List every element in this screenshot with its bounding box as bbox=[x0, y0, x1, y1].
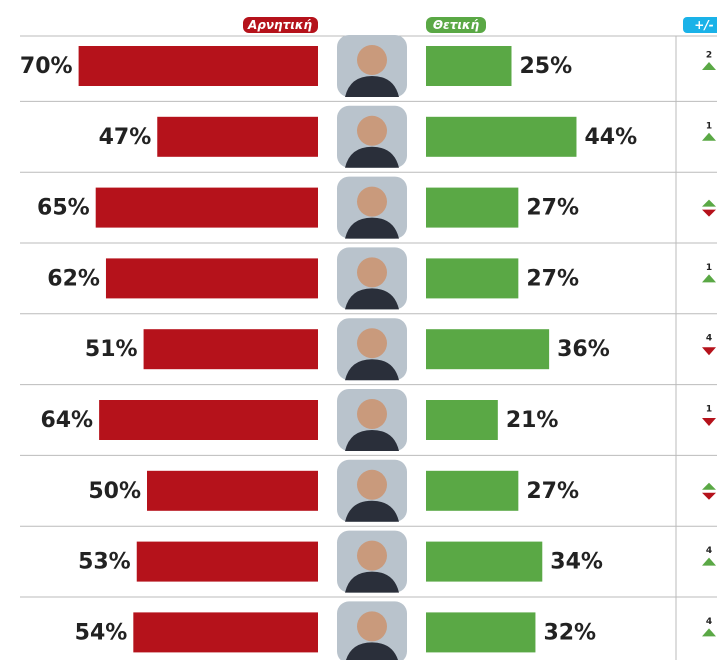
bar bbox=[95, 187, 318, 228]
bar bbox=[157, 116, 318, 157]
portrait-head bbox=[357, 257, 387, 288]
portrait bbox=[337, 105, 407, 168]
portrait bbox=[337, 176, 407, 239]
value-label: 27% bbox=[526, 196, 579, 221]
bar bbox=[426, 187, 519, 228]
change-arrow bbox=[702, 628, 716, 637]
bar bbox=[133, 612, 318, 653]
bar bbox=[426, 470, 519, 511]
value-label: 47% bbox=[99, 125, 152, 150]
bar bbox=[147, 470, 318, 511]
portrait bbox=[337, 389, 407, 451]
bar bbox=[426, 329, 550, 370]
value-label: 44% bbox=[584, 125, 637, 150]
bar bbox=[426, 46, 512, 86]
value-label: 64% bbox=[40, 408, 93, 433]
portrait-head bbox=[357, 115, 387, 146]
change-arrow bbox=[702, 418, 716, 426]
change-arrow bbox=[702, 492, 716, 500]
value-label: 53% bbox=[78, 550, 131, 575]
change-arrow bbox=[702, 209, 716, 217]
value-label: 65% bbox=[37, 196, 90, 221]
value-label: 27% bbox=[526, 266, 579, 291]
portrait-head bbox=[357, 45, 387, 75]
change-arrow bbox=[702, 347, 716, 356]
portrait-body bbox=[345, 76, 399, 97]
portrait bbox=[337, 459, 407, 522]
header-pill bbox=[426, 17, 486, 33]
change-label: 1 bbox=[706, 405, 712, 415]
value-label: 50% bbox=[88, 479, 141, 504]
bar bbox=[78, 46, 318, 86]
portrait-body bbox=[345, 430, 399, 451]
header-pill bbox=[683, 17, 717, 33]
portrait-body bbox=[345, 571, 399, 593]
change-label: 4 bbox=[706, 617, 712, 627]
portrait-head bbox=[357, 186, 387, 217]
change-label: 4 bbox=[706, 546, 712, 556]
portrait-head bbox=[357, 328, 387, 359]
change-arrow bbox=[702, 199, 716, 207]
change-arrow bbox=[702, 274, 716, 283]
change-arrow bbox=[702, 557, 716, 566]
bar bbox=[426, 541, 543, 582]
value-label: 62% bbox=[47, 266, 100, 291]
portrait-body bbox=[345, 146, 399, 168]
change-label: 1 bbox=[706, 121, 712, 131]
value-label: 25% bbox=[520, 54, 573, 79]
portrait bbox=[337, 247, 407, 310]
value-label: 32% bbox=[543, 620, 596, 645]
bar bbox=[426, 258, 519, 299]
portrait-body bbox=[345, 288, 399, 310]
value-label: 27% bbox=[526, 479, 579, 504]
portrait-body bbox=[345, 500, 399, 522]
portrait bbox=[337, 530, 407, 593]
value-label: 34% bbox=[550, 550, 603, 575]
portrait bbox=[337, 318, 407, 381]
value-label: 51% bbox=[85, 337, 138, 362]
change-label: 1 bbox=[706, 263, 712, 273]
change-label: 2 bbox=[706, 51, 712, 61]
change-arrow bbox=[702, 62, 716, 70]
change-arrow bbox=[702, 482, 716, 490]
portrait-head bbox=[357, 611, 387, 642]
bar bbox=[99, 400, 319, 440]
value-label: 70% bbox=[20, 54, 73, 79]
bar bbox=[136, 541, 318, 582]
portrait-body bbox=[345, 359, 399, 381]
value-label: 54% bbox=[75, 620, 128, 645]
header-label: +/- bbox=[694, 18, 713, 32]
portrait-head bbox=[357, 399, 387, 429]
bar bbox=[426, 612, 536, 653]
bar bbox=[105, 258, 319, 299]
bar bbox=[143, 329, 318, 370]
header-pill bbox=[243, 17, 318, 33]
portrait-head bbox=[357, 540, 387, 571]
portrait-body bbox=[346, 642, 398, 660]
value-label: 21% bbox=[506, 408, 559, 433]
portrait-body bbox=[345, 217, 399, 239]
portrait-head bbox=[357, 469, 387, 500]
portrait bbox=[337, 601, 407, 660]
header-label: Αρνητική bbox=[247, 18, 312, 32]
change-label: 4 bbox=[706, 334, 712, 344]
value-label: 36% bbox=[557, 337, 610, 362]
portrait bbox=[337, 35, 407, 97]
change-arrow bbox=[702, 132, 716, 141]
bar bbox=[426, 116, 577, 157]
header-label: Θετική bbox=[433, 18, 480, 32]
bar bbox=[426, 400, 498, 440]
